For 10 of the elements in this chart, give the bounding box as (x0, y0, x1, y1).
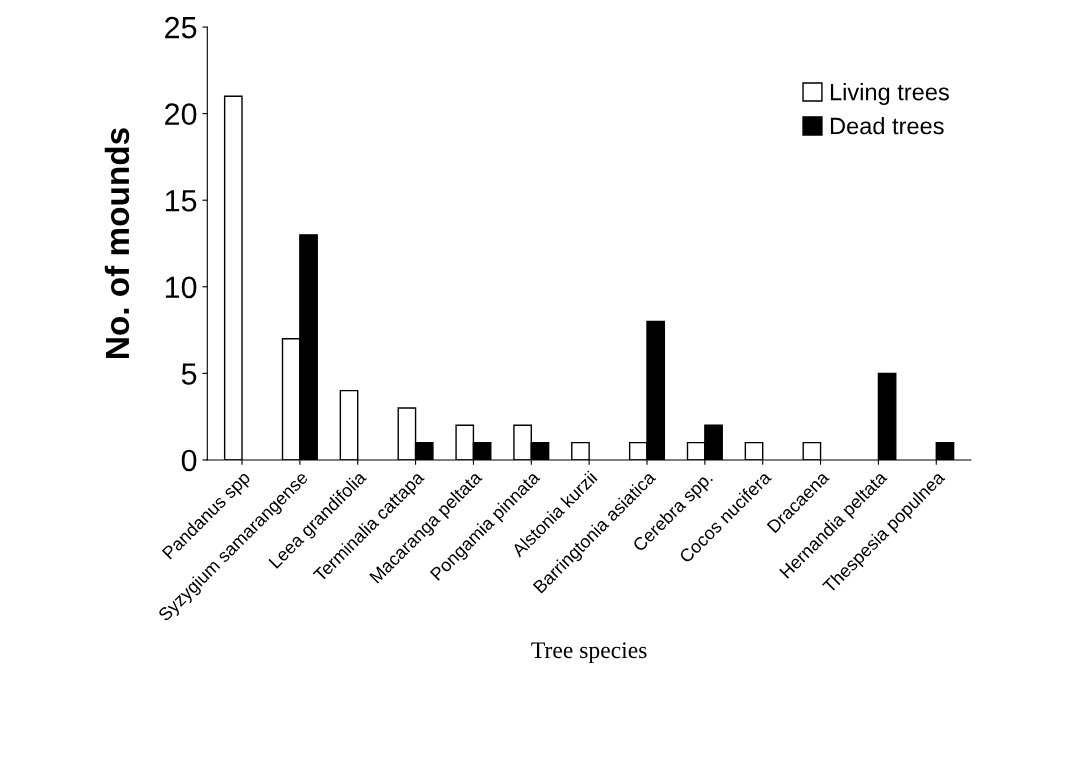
y-tick-label: 0 (181, 449, 197, 472)
y-tick-label: 20 (165, 103, 197, 125)
y-tick-label: 10 (165, 276, 197, 299)
y-tick-label: 15 (165, 190, 197, 212)
legend-label: Living trees (830, 83, 949, 106)
y-axis-title: No. of mounds (104, 128, 130, 358)
y-tick-label: 5 (181, 363, 197, 385)
x-axis-title: Tree species (531, 642, 647, 663)
y-tick-label: 25 (165, 16, 197, 39)
legend-label: Dead trees (830, 117, 944, 135)
